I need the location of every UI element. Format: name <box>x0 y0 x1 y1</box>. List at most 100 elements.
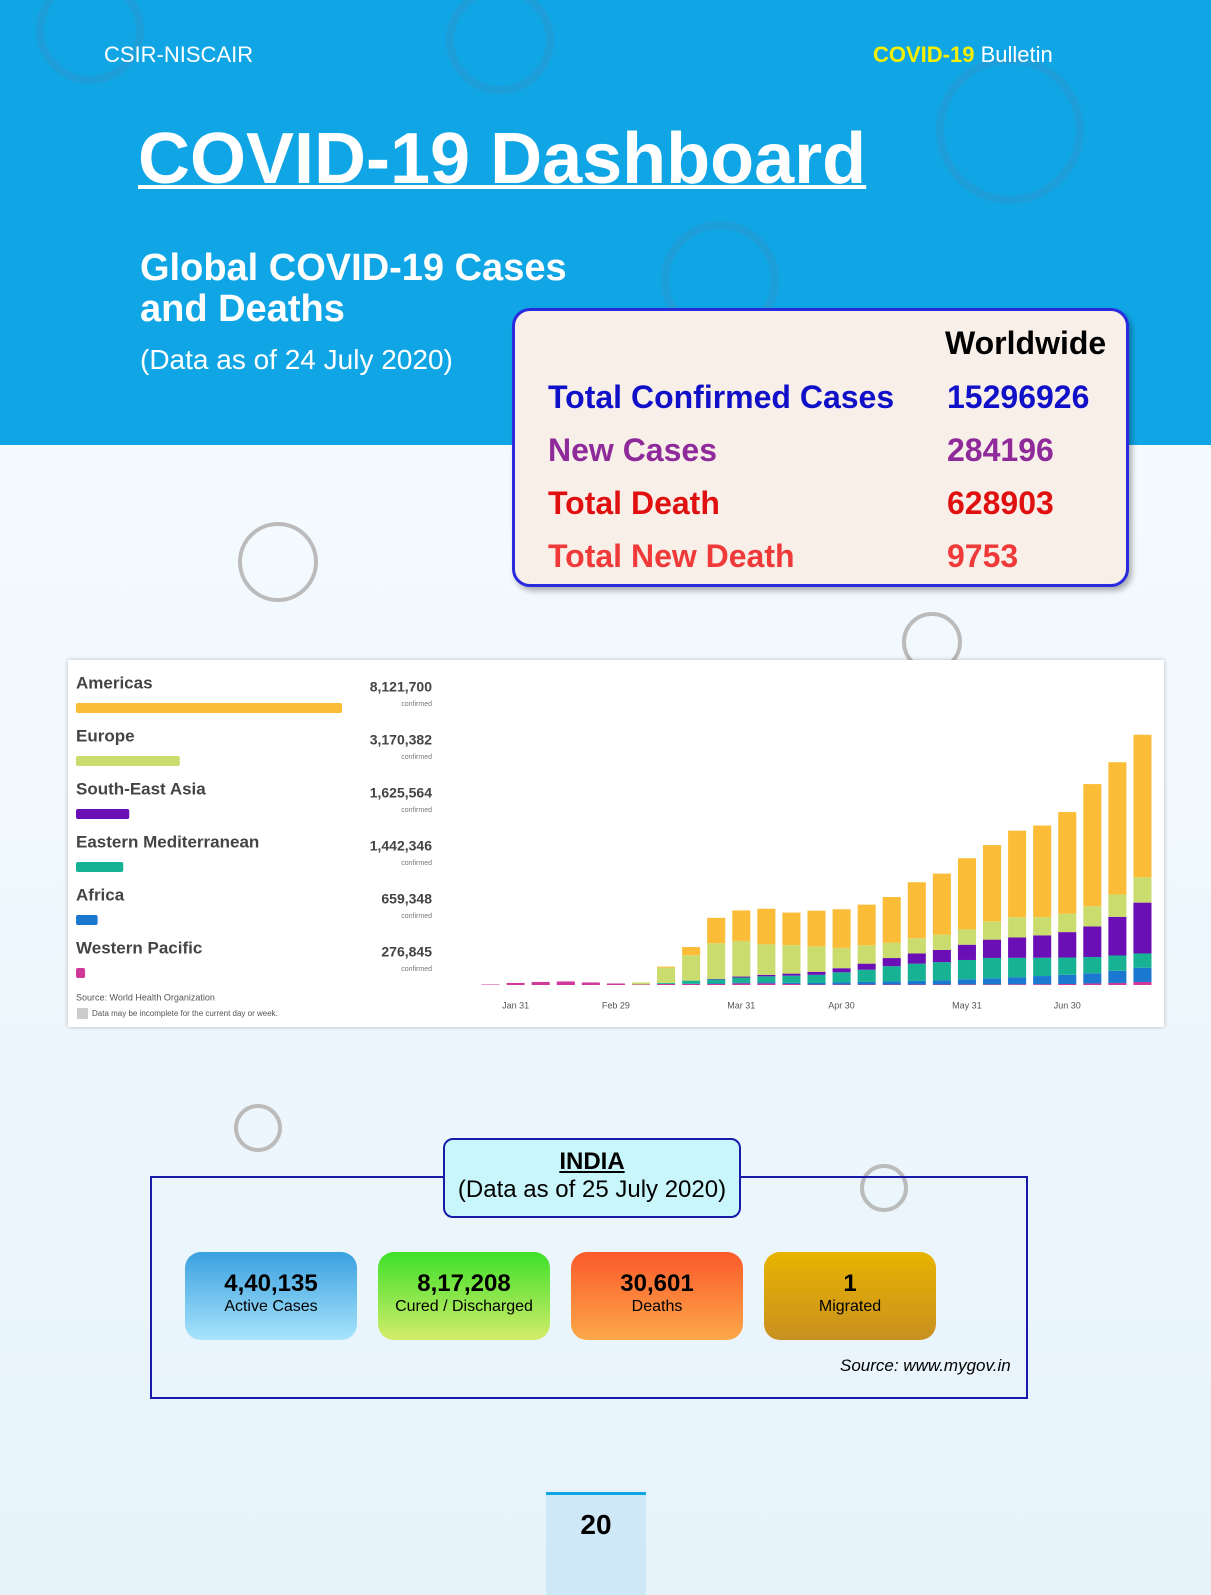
stack-segment <box>682 947 701 956</box>
stack-segment <box>682 980 701 984</box>
stack-segment <box>932 984 951 985</box>
stack-segment <box>782 983 801 985</box>
stack-segment <box>982 921 1002 940</box>
card-value: 1 <box>843 1270 857 1297</box>
stack-segment <box>832 984 851 985</box>
card-label: Active Cases <box>224 1298 318 1315</box>
stack-segment <box>657 967 676 983</box>
page-number-box: 20 <box>546 1492 646 1595</box>
stat-card: 8,17,208 Cured / Discharged <box>378 1252 550 1340</box>
stack-segment <box>707 943 726 979</box>
stack-segment <box>1033 984 1052 985</box>
india-title-box: INDIA (Data as of 25 July 2020) <box>443 1138 741 1218</box>
stack-segment <box>1033 935 1052 958</box>
stack-segment <box>882 966 901 982</box>
stack-segment <box>631 982 651 985</box>
stack-segment <box>1033 976 1052 985</box>
region-name: South-East Asia <box>76 779 206 798</box>
chart-source: Source: World Health Organization <box>76 992 215 1002</box>
chart: Americas 8,121,700 confirmed Europe 3,170,38… <box>76 673 1152 1019</box>
region-value: 276,845 <box>381 944 432 960</box>
stack-segment <box>882 958 901 967</box>
stack-segment <box>1058 974 1077 984</box>
stack-segment <box>1008 830 1027 918</box>
stack-segment <box>807 946 826 972</box>
card-value: 4,40,135 <box>224 1270 318 1297</box>
stack-segment <box>707 983 726 984</box>
stack-segment <box>1133 734 1152 878</box>
stack-segment <box>957 959 976 980</box>
stack-segment <box>732 982 751 984</box>
stack-segment <box>782 973 801 976</box>
page-title: COVID-19 Dashboard <box>138 119 867 199</box>
stat-card: 30,601 Deaths <box>571 1252 743 1340</box>
stack-segment <box>907 882 926 939</box>
stack-segment <box>1133 877 1152 903</box>
global-date: (Data as of 24 July 2020) <box>140 344 453 375</box>
heading-line: and Deaths <box>140 288 345 330</box>
stack-segment <box>732 910 751 941</box>
org: CSIR-NISCAIR <box>104 42 254 67</box>
row-value: 15296926 <box>947 379 1090 415</box>
x-tick-label: May 31 <box>952 1000 982 1010</box>
region-note: confirmed <box>401 913 432 920</box>
stack-segment <box>857 969 876 982</box>
stack-segment <box>657 966 676 968</box>
region-bar <box>76 756 180 766</box>
bulletin: COVID-19 Bulletin <box>873 42 1053 68</box>
stack-segment <box>882 942 901 959</box>
stack-segment <box>1058 957 1077 975</box>
stack-segment <box>657 983 676 985</box>
stack-segment <box>531 981 550 985</box>
stack-segment <box>1108 894 1127 917</box>
stack-segment <box>932 962 951 981</box>
stack-segment <box>882 981 901 985</box>
stack-segment <box>757 976 776 983</box>
card-value: 8,17,208 <box>417 1270 511 1297</box>
stack-segment <box>1008 977 1027 985</box>
stack-segment <box>957 979 976 985</box>
stack-segment <box>907 984 926 985</box>
region-value: 8,121,700 <box>370 679 432 695</box>
chart-panel: Americas 8,121,700 confirmed Europe 3,170,38… <box>68 660 1164 1027</box>
row-value: 9753 <box>947 538 1019 574</box>
stack-segment <box>1008 957 1027 978</box>
x-tick-label: Jun 30 <box>1054 1000 1081 1010</box>
stack-segment <box>1083 957 1102 974</box>
stack-segment <box>732 940 751 977</box>
stack-segment <box>1083 784 1102 907</box>
page-number: 20 <box>580 1509 612 1540</box>
stack-segment <box>682 955 701 981</box>
stack-segment <box>857 981 876 985</box>
heading-line: Global COVID-19 Cases <box>140 247 567 289</box>
stack-segment <box>782 945 801 974</box>
stack-segment <box>807 984 826 985</box>
stack-segment <box>907 953 926 964</box>
stack-segment <box>757 908 776 945</box>
chart-note: Data may be incomplete for the current d… <box>92 1009 278 1018</box>
stack-segment <box>857 963 876 970</box>
stack-segment <box>832 947 851 969</box>
stack-segment <box>1108 982 1127 985</box>
stack-segment <box>782 975 801 983</box>
x-tick-label: Mar 31 <box>727 1000 755 1010</box>
stack-segment <box>732 976 751 978</box>
stack-segment <box>857 984 876 985</box>
bulletin-highlight: COVID-19 <box>873 42 975 67</box>
stack-segment <box>506 982 525 985</box>
note-icon <box>77 1008 88 1019</box>
row-value: 628903 <box>947 485 1054 521</box>
region-note: confirmed <box>401 754 432 761</box>
worldwide-header: Worldwide <box>945 325 1107 361</box>
row-label: Total Death <box>548 485 720 521</box>
region-value: 659,348 <box>381 891 432 907</box>
stack-segment <box>882 984 901 985</box>
stack-segment <box>982 978 1002 985</box>
stack-segment <box>982 845 1002 922</box>
stat-card: 1 Migrated <box>764 1252 936 1340</box>
stack-segment <box>631 984 651 985</box>
stack-segment <box>1133 981 1152 985</box>
row-label: Total New Death <box>548 538 795 574</box>
row-label: New Cases <box>548 432 717 468</box>
stack-segment <box>1058 812 1077 914</box>
